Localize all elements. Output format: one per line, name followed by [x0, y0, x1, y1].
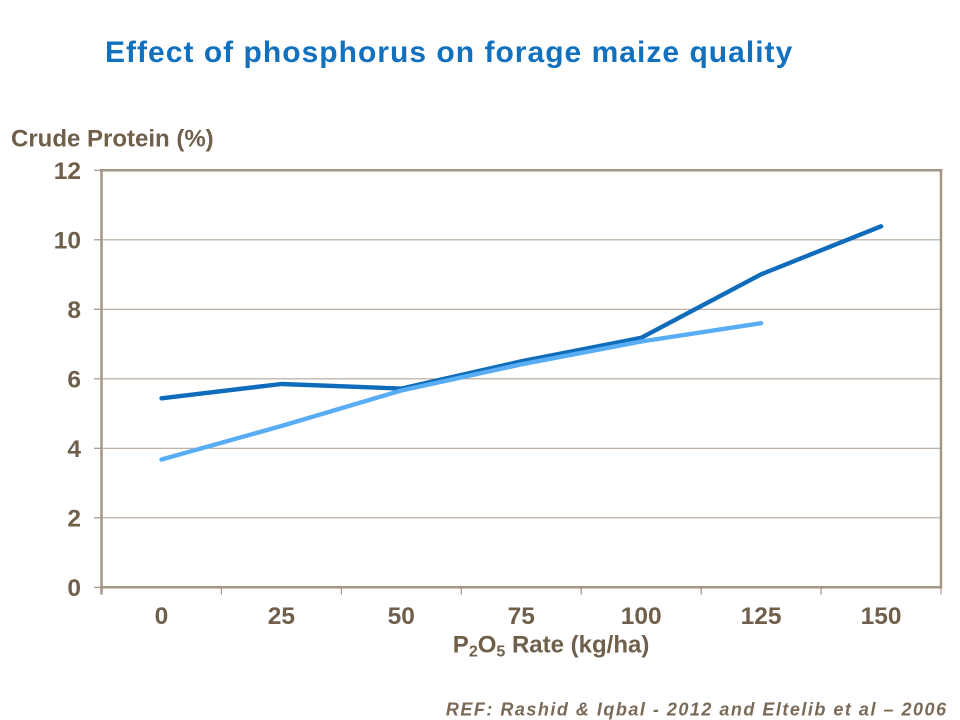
svg-text:50: 50 — [388, 603, 415, 630]
svg-text:0: 0 — [67, 575, 81, 602]
svg-text:Effect of phosphorus on forage: Effect of phosphorus on forage maize qua… — [105, 36, 793, 69]
svg-text:Crude Protein (%): Crude Protein (%) — [11, 125, 214, 152]
svg-text:125: 125 — [741, 603, 782, 630]
svg-text:25: 25 — [268, 603, 295, 630]
svg-text:10: 10 — [54, 227, 81, 254]
svg-text:12: 12 — [54, 158, 81, 185]
svg-text:75: 75 — [508, 603, 535, 630]
svg-text:REF: Rashid & Iqbal - 2012 and: REF: Rashid & Iqbal - 2012 and Eltelib e… — [446, 699, 948, 719]
svg-text:100: 100 — [621, 603, 662, 630]
svg-text:6: 6 — [67, 366, 81, 393]
svg-text:P2O5 Rate (kg/ha): P2O5 Rate (kg/ha) — [453, 631, 650, 660]
svg-text:0: 0 — [155, 603, 169, 630]
svg-text:150: 150 — [861, 603, 902, 630]
svg-text:4: 4 — [67, 436, 81, 463]
svg-text:8: 8 — [67, 297, 81, 324]
svg-text:2: 2 — [67, 505, 81, 532]
